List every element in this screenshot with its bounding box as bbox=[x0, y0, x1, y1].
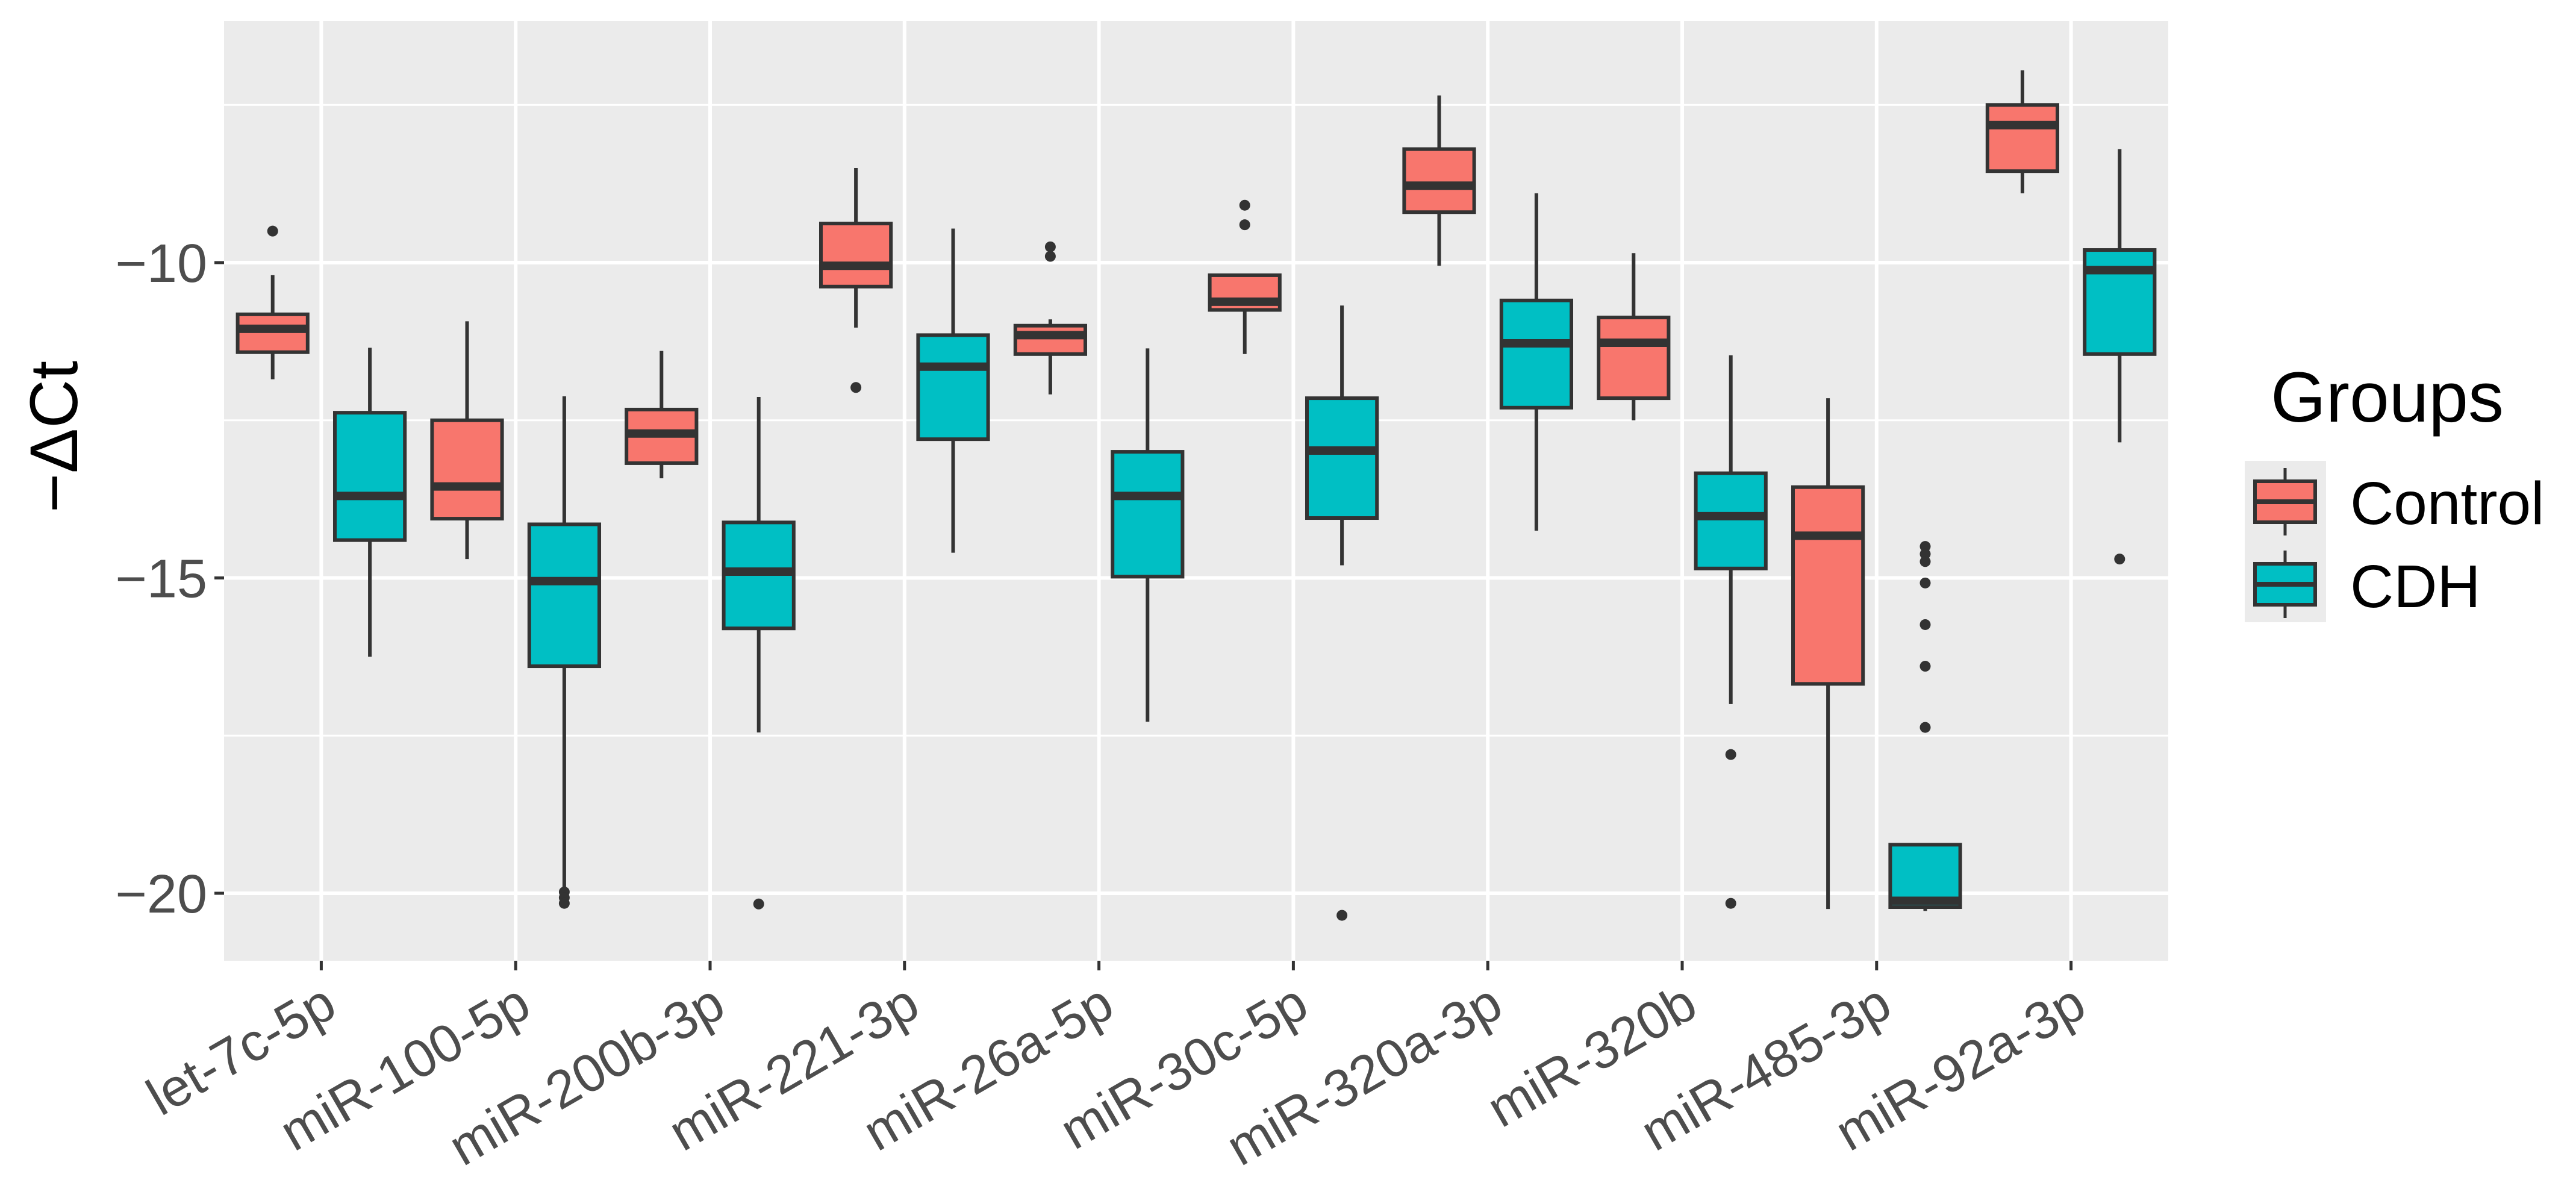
box-cdh-miR-200b-3p bbox=[722, 397, 796, 910]
box-cdh-miR-26a-5p bbox=[1111, 348, 1185, 722]
outlier-point bbox=[1920, 548, 1931, 560]
y-axis-title: −ΔCt bbox=[16, 361, 92, 513]
legend-label-control: Control bbox=[2350, 470, 2544, 537]
box-cdh-miR-100-5p bbox=[527, 396, 602, 909]
outlier-point bbox=[1920, 577, 1931, 588]
box-control-miR-92a-3p bbox=[1985, 70, 2060, 193]
outlier-point bbox=[1920, 661, 1931, 672]
outlier-point bbox=[1239, 199, 1250, 211]
outlier-point bbox=[753, 898, 764, 910]
outlier-point bbox=[1044, 241, 1056, 252]
box-body bbox=[430, 418, 504, 521]
box-body bbox=[1791, 485, 1865, 686]
major-gridlines bbox=[224, 21, 2168, 961]
box-body bbox=[527, 522, 602, 669]
minor-gridlines bbox=[224, 104, 2168, 737]
outlier-point bbox=[2114, 554, 2125, 565]
box-cdh-miR-221-3p bbox=[916, 228, 990, 553]
y-tick-label: −20 bbox=[115, 864, 207, 925]
outlier-point bbox=[1920, 556, 1931, 567]
outlier-point bbox=[1336, 910, 1348, 921]
box-cdh-miR-92a-3p bbox=[2083, 149, 2157, 565]
box-control-let-7c-5p bbox=[235, 225, 310, 379]
outlier-point bbox=[1725, 897, 1736, 909]
legend-key-cdh bbox=[2253, 551, 2317, 618]
box-body bbox=[235, 312, 310, 354]
box-body bbox=[1597, 316, 1671, 401]
box-control-miR-320a-3p bbox=[1402, 95, 1476, 266]
box-cdh-let-7c-5p bbox=[332, 348, 407, 657]
box-control-miR-221-3p bbox=[819, 167, 893, 393]
box-control-miR-200b-3p bbox=[625, 351, 699, 479]
outlier-point bbox=[558, 897, 570, 909]
box-control-miR-100-5p bbox=[430, 321, 504, 560]
y-axis: −10 −15 −20 bbox=[115, 234, 224, 925]
box-body bbox=[1499, 298, 1574, 410]
box-cdh-miR-30c-5p bbox=[1305, 305, 1379, 921]
box-control-miR-30c-5p bbox=[1208, 199, 1282, 354]
box-control-miR-320b bbox=[1597, 253, 1671, 420]
legend-label-cdh: CDH bbox=[2350, 553, 2481, 620]
x-axis: let-7c-5pmiR-100-5pmiR-200b-3pmiR-221-3p… bbox=[137, 961, 2095, 1177]
box-cdh-miR-320b bbox=[1694, 355, 1768, 909]
box-body bbox=[1985, 103, 2060, 173]
box-layer bbox=[235, 70, 2157, 921]
outlier-point bbox=[1920, 619, 1931, 630]
y-tick-label: −15 bbox=[115, 549, 207, 609]
box-body bbox=[1111, 450, 1185, 579]
legend: Groups Control CDH bbox=[2245, 358, 2544, 622]
box-body bbox=[2083, 248, 2157, 356]
outlier-point bbox=[850, 382, 862, 393]
box-body bbox=[1694, 471, 1768, 570]
outlier-point bbox=[1239, 219, 1250, 231]
box-body bbox=[1402, 147, 1476, 214]
box-control-miR-485-3p bbox=[1791, 398, 1865, 910]
box-control-miR-26a-5p bbox=[1013, 241, 1088, 395]
box-body bbox=[916, 333, 990, 442]
y-tick-label: −10 bbox=[115, 234, 207, 294]
outlier-point bbox=[1044, 251, 1056, 262]
box-cdh-miR-320a-3p bbox=[1499, 193, 1574, 531]
legend-key-control bbox=[2253, 468, 2317, 535]
box-body bbox=[819, 222, 893, 289]
outlier-point bbox=[1920, 722, 1931, 733]
outlier-point bbox=[1725, 749, 1736, 760]
outlier-point bbox=[1920, 541, 1931, 552]
box-body bbox=[332, 411, 407, 542]
box-body bbox=[1305, 396, 1379, 520]
box-cdh-miR-485-3p bbox=[1888, 541, 1962, 911]
legend-title: Groups bbox=[2271, 358, 2504, 437]
legend-keys bbox=[2253, 468, 2317, 618]
box-body bbox=[1013, 323, 1088, 356]
outlier-point bbox=[267, 225, 278, 237]
